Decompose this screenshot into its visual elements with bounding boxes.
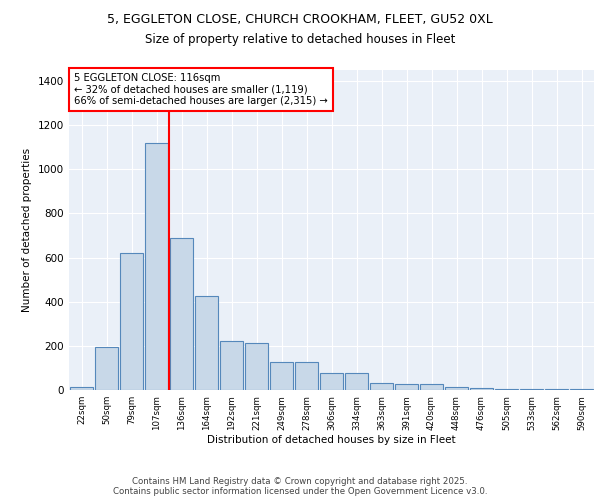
Bar — [345, 374, 368, 390]
Text: Contains HM Land Registry data © Crown copyright and database right 2025.
Contai: Contains HM Land Registry data © Crown c… — [113, 476, 487, 496]
Bar — [95, 347, 118, 390]
Text: Size of property relative to detached houses in Fleet: Size of property relative to detached ho… — [145, 32, 455, 46]
Text: 5, EGGLETON CLOSE, CHURCH CROOKHAM, FLEET, GU52 0XL: 5, EGGLETON CLOSE, CHURCH CROOKHAM, FLEE… — [107, 12, 493, 26]
Bar — [170, 238, 193, 390]
Bar — [320, 374, 343, 390]
Bar — [270, 362, 293, 390]
Bar — [370, 384, 393, 390]
Bar — [220, 342, 243, 390]
Bar — [445, 386, 468, 390]
Text: 5 EGGLETON CLOSE: 116sqm
← 32% of detached houses are smaller (1,119)
66% of sem: 5 EGGLETON CLOSE: 116sqm ← 32% of detach… — [74, 73, 328, 106]
X-axis label: Distribution of detached houses by size in Fleet: Distribution of detached houses by size … — [207, 436, 456, 446]
Bar — [195, 296, 218, 390]
Bar — [120, 253, 143, 390]
Bar — [245, 342, 268, 390]
Bar — [295, 362, 318, 390]
Bar — [470, 388, 493, 390]
Y-axis label: Number of detached properties: Number of detached properties — [22, 148, 32, 312]
Bar — [70, 386, 93, 390]
Bar — [495, 389, 518, 390]
Bar — [545, 389, 568, 390]
Bar — [395, 384, 418, 390]
Bar — [520, 389, 543, 390]
Bar — [145, 143, 168, 390]
Bar — [420, 384, 443, 390]
Bar — [570, 389, 593, 390]
